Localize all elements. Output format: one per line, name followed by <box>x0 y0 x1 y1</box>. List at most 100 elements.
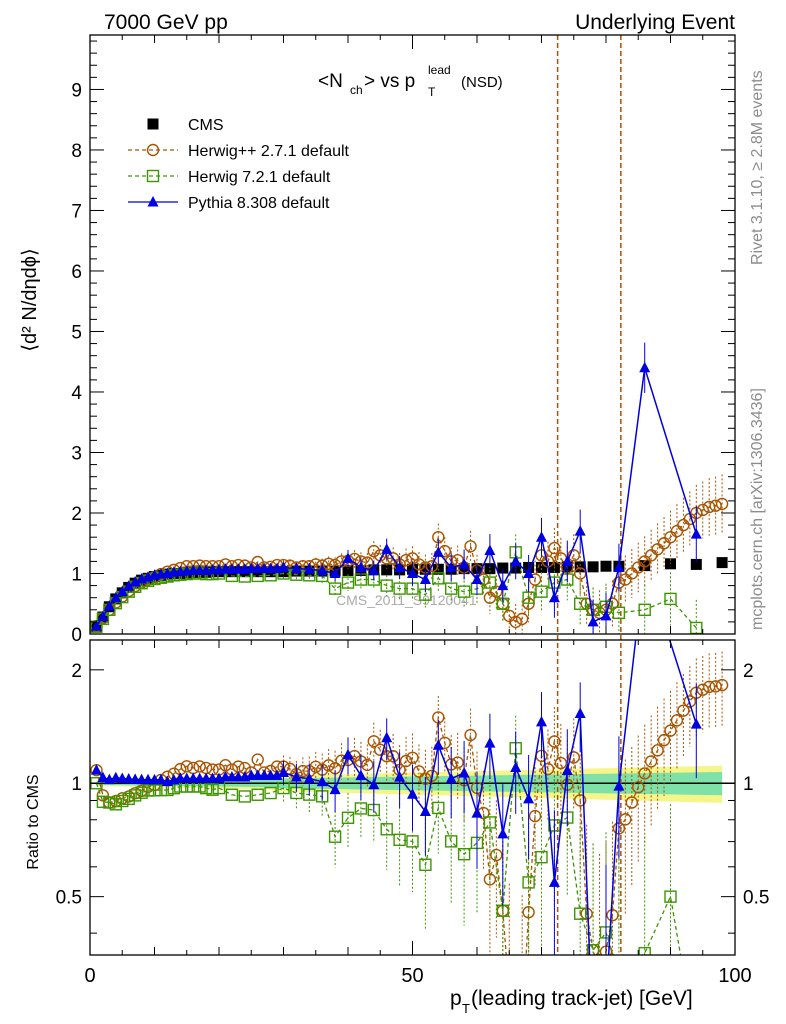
marker-herwigpp <box>399 553 413 567</box>
y-tick-label-top: 1 <box>71 564 82 585</box>
title-main: <N <box>318 71 343 92</box>
ratio-marker-herwig7 <box>638 946 651 955</box>
marker-pythia <box>587 615 599 627</box>
legend-entry: Pythia 8.308 default <box>128 195 330 212</box>
y-tick-label-top: 5 <box>71 322 82 343</box>
marker-herwigpp <box>703 500 716 514</box>
legend-marker <box>146 169 160 183</box>
marker-pythia <box>510 555 522 566</box>
marker-pythia <box>103 600 115 611</box>
ratio-marker-herwig7 <box>135 786 148 799</box>
ratio-marker-herwig7 <box>225 788 239 801</box>
ratio-marker-herwig7 <box>613 968 624 979</box>
ratio-marker-herwig7 <box>96 795 110 808</box>
ratio-tick-label-left: 0.5 <box>56 888 82 909</box>
marker-pythia <box>639 361 651 373</box>
ratio-marker-pythia <box>271 769 283 780</box>
marker-pythia <box>407 567 418 578</box>
ratio-marker-pythia <box>97 771 109 782</box>
ratio-marker-herwigpp <box>335 754 348 767</box>
marker-herwig7 <box>574 597 587 610</box>
ratio-marker-herwigpp <box>638 767 651 780</box>
legend-label: Herwig 7.2.1 default <box>188 169 331 186</box>
legend-marker <box>147 118 159 130</box>
marker-herwigpp <box>528 573 542 586</box>
legend-entry: Herwig 7.2.1 default <box>128 169 331 186</box>
marker-pythia <box>613 561 625 572</box>
ratio-marker-herwigpp <box>96 789 110 802</box>
x-tick-label: 50 <box>401 965 423 987</box>
marker-herwigpp <box>464 540 477 553</box>
plot-title: <N ch > vs p lead T (NSD) <box>318 63 503 99</box>
marker-pythia <box>97 610 109 621</box>
marker-pythia <box>129 575 141 587</box>
marker-herwig7 <box>328 582 342 595</box>
marker-pythia <box>497 579 509 591</box>
marker-herwigpp <box>677 518 690 532</box>
marker-pythia <box>548 591 560 603</box>
marker-herwig7 <box>483 576 497 589</box>
legend-label: Herwig++ 2.7.1 default <box>188 143 350 160</box>
marker-pythia <box>690 528 702 539</box>
marker-cms <box>716 557 728 569</box>
y-tick-label-top: 9 <box>71 80 82 101</box>
ratio-marker-herwig7 <box>154 783 168 797</box>
side-text-bottom: mcplots.cern.ch [arXiv:1306.3436] <box>749 388 766 630</box>
marker-cms <box>587 561 599 573</box>
marker-herwigpp <box>515 612 529 626</box>
marker-cms <box>574 561 586 573</box>
marker-pythia <box>381 543 393 554</box>
marker-herwig7 <box>522 591 535 604</box>
marker-herwigpp <box>412 558 426 571</box>
x-axis-label: p T (leading track-jet) [GeV] <box>450 987 693 1016</box>
ratio-marker-pythia <box>90 764 102 775</box>
header-left: 7000 GeV pp <box>104 11 228 34</box>
ratio-marker-herwigpp <box>703 680 716 694</box>
series-top-pythia <box>90 342 702 634</box>
y-tick-label-top: 2 <box>71 504 82 525</box>
y-tick-label-top: 8 <box>71 141 82 162</box>
series-line-herwig7 <box>95 549 697 629</box>
marker-pythia <box>432 546 444 557</box>
marker-pythia <box>355 561 367 572</box>
x-label-p: p <box>450 987 462 1010</box>
ratio-marker-herwig7 <box>141 784 155 797</box>
x-label-t: T <box>462 1001 470 1016</box>
marker-pythia <box>471 573 483 585</box>
series-top-herwigpp <box>90 474 729 634</box>
marker-herwigpp <box>361 556 374 569</box>
legend-marker <box>146 143 160 157</box>
marker-herwigpp <box>367 544 380 558</box>
marker-cms <box>536 561 547 573</box>
legend-label: CMS <box>188 117 224 134</box>
ratio-marker-herwigpp <box>677 704 690 717</box>
marker-herwigpp <box>715 497 729 511</box>
marker-pythia <box>574 525 586 536</box>
marker-herwig7 <box>457 585 471 598</box>
marker-herwig7 <box>445 582 458 595</box>
ratio-marker-herwig7 <box>116 794 129 808</box>
ratio-marker-herwig7 <box>109 798 123 811</box>
marker-cms <box>342 564 354 576</box>
marker-herwigpp <box>322 557 335 571</box>
legend-entry: CMS <box>147 117 224 134</box>
ratio-marker-herwig7 <box>264 786 277 800</box>
marker-cms <box>484 563 496 575</box>
legend-label: Pythia 8.308 default <box>188 195 330 212</box>
legend-entry: Herwig++ 2.7.1 default <box>128 143 350 160</box>
marker-pythia <box>458 558 470 569</box>
y-tick-label-top: 0 <box>71 625 82 646</box>
legend-marker <box>147 196 159 207</box>
marker-herwig7 <box>612 606 626 620</box>
x-label-rest: (leading track-jet) [GeV] <box>471 987 693 1010</box>
y-axis-label-top: ⟨d² N/dηdϕ⟩ <box>19 248 41 352</box>
title-t: T <box>428 85 436 99</box>
marker-herwig7 <box>341 576 355 589</box>
axes: 0 50 100 0 1 2 3 4 5 6 7 8 9 0.5 0.5 1 1 2 2 <box>56 34 769 987</box>
data-series <box>90 342 729 979</box>
cut-lines <box>556 35 622 955</box>
marker-pythia <box>368 564 380 575</box>
legend: CMS Herwig++ 2.7.1 default Herwig 7.2.1 de… <box>128 117 350 212</box>
ratio-marker-herwigpp <box>580 907 593 920</box>
